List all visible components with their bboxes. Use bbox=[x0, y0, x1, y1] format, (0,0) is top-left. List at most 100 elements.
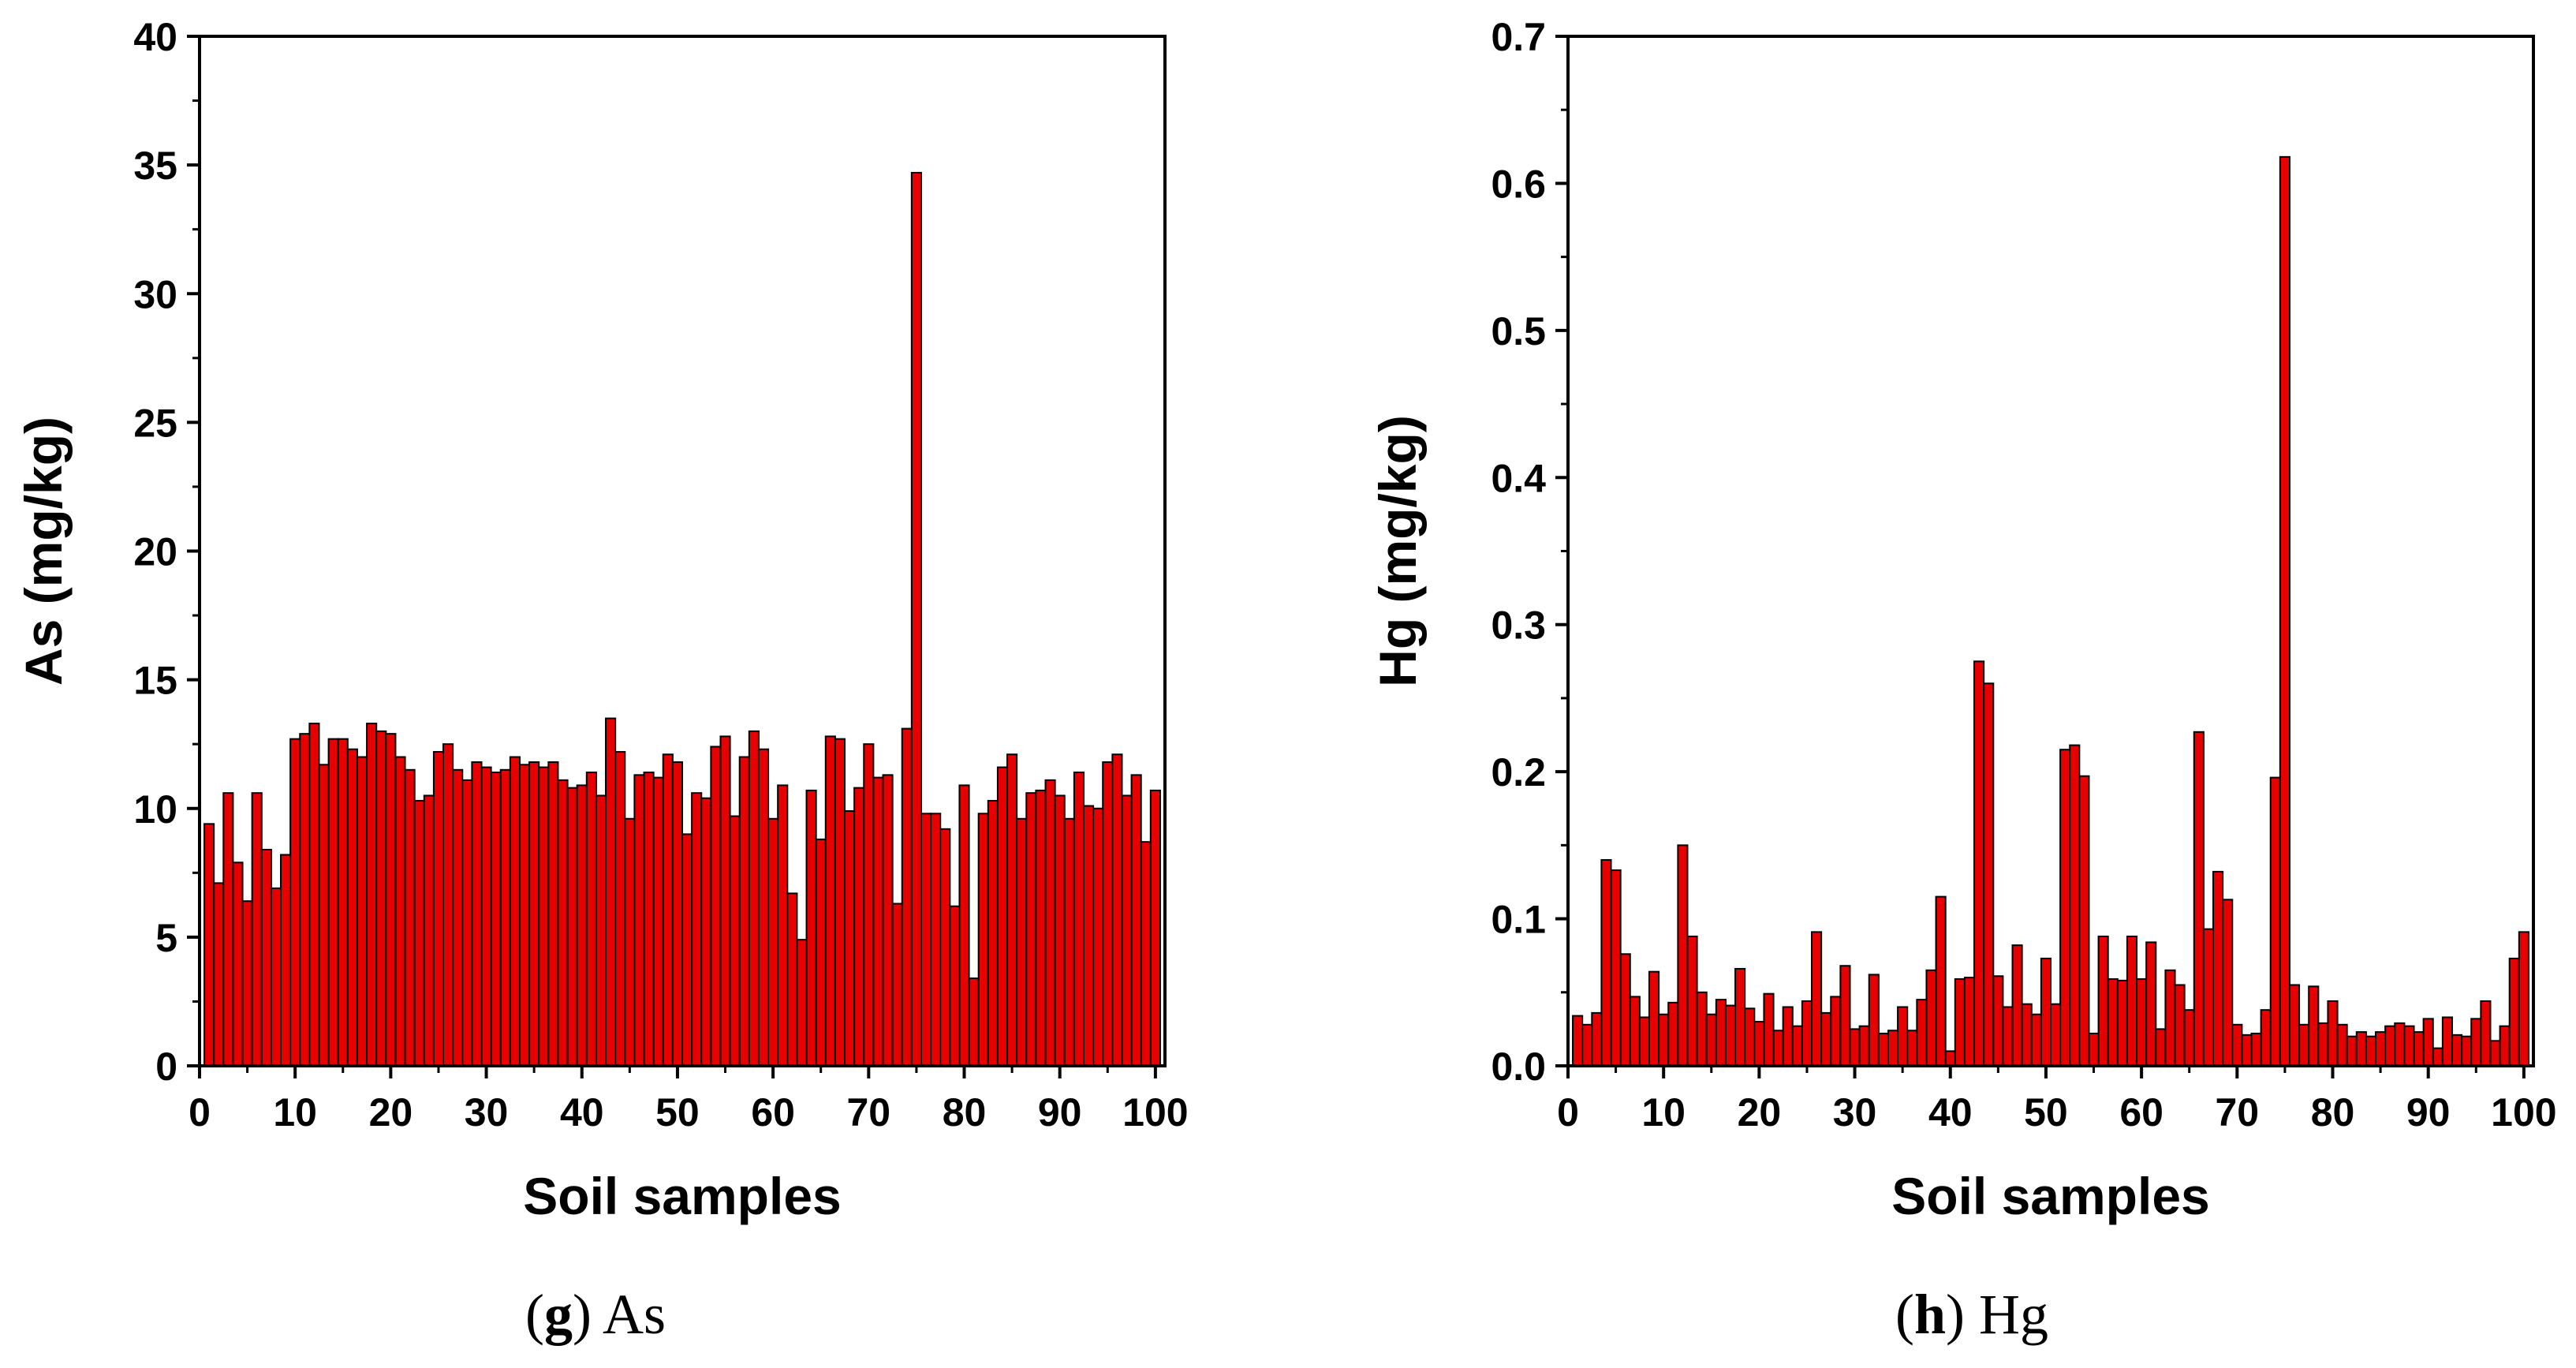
hg-bar bbox=[2384, 1025, 2396, 1067]
as-bar bbox=[346, 748, 358, 1067]
as-bar bbox=[566, 787, 578, 1067]
as-bar bbox=[1092, 807, 1104, 1067]
as-bar bbox=[547, 761, 559, 1067]
hg-bar bbox=[1763, 992, 1775, 1067]
hg-bar bbox=[1811, 931, 1823, 1067]
hg-bar bbox=[2059, 749, 2071, 1067]
hg-bar bbox=[1925, 969, 1937, 1067]
hg-bar bbox=[1705, 1013, 1717, 1067]
as-bar bbox=[528, 761, 540, 1067]
as-bar bbox=[700, 797, 712, 1067]
as-bar bbox=[844, 810, 856, 1067]
as-bar bbox=[691, 792, 703, 1067]
as-bar bbox=[891, 903, 903, 1067]
as-bar bbox=[366, 723, 378, 1067]
as-bar bbox=[452, 768, 464, 1067]
as-bar bbox=[605, 717, 617, 1067]
as-x-tick-label: 100 bbox=[1122, 1090, 1188, 1134]
as-bar bbox=[863, 743, 875, 1067]
hg-bar bbox=[2212, 870, 2224, 1067]
hg-bar bbox=[1849, 1028, 1861, 1067]
as-x-tick-label: 60 bbox=[751, 1090, 795, 1134]
hg-x-tick-label: 10 bbox=[1641, 1090, 1686, 1134]
hg-bar bbox=[1677, 844, 1689, 1067]
as-bar bbox=[652, 776, 664, 1067]
as-y-tick-label: 0 bbox=[155, 1045, 177, 1089]
as-bar bbox=[490, 772, 502, 1067]
as-bar bbox=[356, 756, 368, 1067]
as-bar bbox=[777, 784, 789, 1067]
hg-tick-labels: 0 10 20 30 40 50 60 70 80 90 100 0.0 0.1 0.2 0.3 0.4 0.5… bbox=[1491, 15, 2556, 1134]
as-bar bbox=[738, 756, 750, 1067]
as-bar bbox=[968, 977, 980, 1067]
as-bar bbox=[977, 813, 989, 1067]
hg-caption-text: Hg bbox=[1979, 1283, 2048, 1346]
hg-bar bbox=[2413, 1031, 2425, 1067]
hg-bar bbox=[1868, 974, 1880, 1067]
hg-bar bbox=[2269, 776, 2281, 1067]
hg-bar bbox=[1686, 935, 1698, 1067]
as-bar bbox=[939, 828, 951, 1067]
as-bar bbox=[337, 738, 349, 1067]
as-bar bbox=[385, 733, 397, 1067]
hg-bar bbox=[1983, 682, 1995, 1067]
as-x-tick-label: 30 bbox=[465, 1090, 509, 1134]
as-x-tick-label: 20 bbox=[369, 1090, 413, 1134]
hg-bar bbox=[2116, 979, 2128, 1067]
hg-bar bbox=[2174, 984, 2186, 1067]
hg-ticks bbox=[1555, 35, 2526, 1078]
hg-bar bbox=[2231, 1023, 2243, 1067]
hg-bar bbox=[2451, 1033, 2463, 1067]
hg-bar bbox=[2499, 1025, 2511, 1067]
as-y-tick-label: 20 bbox=[133, 530, 177, 574]
as-bar bbox=[394, 756, 406, 1067]
hg-bar bbox=[1619, 953, 1631, 1067]
as-bar bbox=[509, 756, 521, 1067]
as-bar bbox=[872, 776, 884, 1067]
as-x-tick-label: 40 bbox=[560, 1090, 604, 1134]
as-bar bbox=[432, 750, 445, 1067]
hg-bar bbox=[2355, 1031, 2367, 1067]
as-bar bbox=[480, 766, 492, 1067]
as-bar bbox=[232, 862, 244, 1067]
hg-bar bbox=[2145, 941, 2157, 1067]
hg-bar bbox=[1858, 1025, 1870, 1067]
as-bar bbox=[987, 799, 999, 1067]
as-bar bbox=[757, 748, 770, 1067]
hg-bar bbox=[1830, 996, 1842, 1067]
as-y-tick-label: 25 bbox=[133, 401, 177, 445]
hg-y-tick-label: 0.4 bbox=[1491, 456, 1546, 500]
as-bar bbox=[222, 792, 234, 1067]
hg-bar bbox=[2202, 928, 2215, 1067]
hg-bar bbox=[2136, 978, 2148, 1067]
as-bar bbox=[729, 815, 741, 1067]
hg-bar bbox=[2030, 1013, 2042, 1067]
as-caption-letter: g bbox=[544, 1283, 573, 1346]
hg-y-tick-label: 0.7 bbox=[1491, 15, 1546, 59]
hg-bar bbox=[1916, 999, 1928, 1067]
hg-bar bbox=[2021, 1003, 2033, 1067]
as-bar bbox=[1035, 789, 1047, 1067]
as-bar bbox=[1073, 772, 1085, 1067]
as-bar bbox=[1054, 794, 1066, 1067]
hg-bar bbox=[1897, 1006, 1909, 1067]
as-bar bbox=[241, 900, 253, 1067]
as-bar bbox=[805, 789, 817, 1067]
hg-bar bbox=[1801, 1000, 1813, 1067]
hg-bar bbox=[2097, 935, 2109, 1067]
as-bar bbox=[1121, 794, 1133, 1067]
hg-bar bbox=[1600, 859, 1612, 1067]
as-bar bbox=[1140, 841, 1152, 1067]
as-bar bbox=[327, 738, 339, 1067]
hg-bar bbox=[2489, 1040, 2501, 1067]
as-bar bbox=[624, 817, 636, 1067]
hg-bar bbox=[1753, 1021, 1765, 1067]
as-bar bbox=[260, 848, 272, 1067]
as-x-axis-title: Soil samples bbox=[523, 1167, 842, 1225]
hg-bar bbox=[2222, 899, 2234, 1067]
as-bar bbox=[471, 761, 483, 1067]
hg-bar bbox=[2279, 155, 2290, 1067]
hg-bar bbox=[1963, 977, 1976, 1067]
hg-bar bbox=[1791, 1025, 1803, 1067]
